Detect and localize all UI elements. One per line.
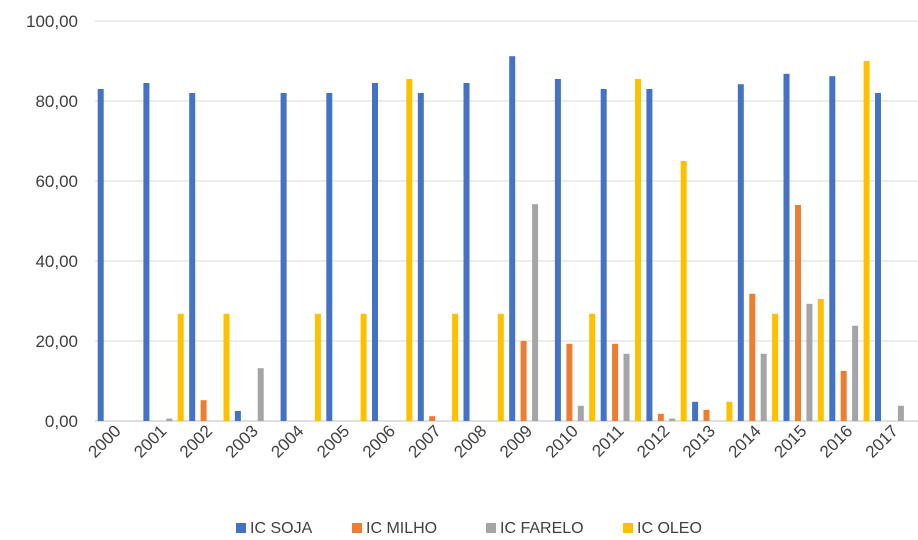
bar-ic-soja-2013: [692, 401, 699, 421]
bar-ic-farelo-2014: [760, 353, 767, 421]
bar-ic-soja-2009: [509, 56, 516, 421]
x-tick-label: 2005: [313, 421, 353, 461]
bar-ic-oleo-2015: [817, 299, 824, 421]
bar-ic-oleo-2005: [360, 313, 367, 421]
bar-ic-soja-2006: [372, 83, 378, 421]
bar-ic-soja-2000: [97, 89, 104, 421]
bar-ic-soja-2014: [737, 84, 744, 421]
x-tick-label: 2008: [450, 421, 490, 461]
bar-ic-milho-2014: [749, 293, 756, 421]
bar-ic-oleo-2010: [589, 313, 596, 421]
bar-ic-oleo-2007: [452, 313, 459, 421]
legend-swatch-ic-farelo: [486, 523, 496, 533]
x-tick-label: 2016: [816, 421, 856, 461]
bar-ic-milho-2010: [566, 343, 573, 421]
bar-ic-soja-2008: [463, 83, 470, 421]
bar-ic-soja-2007: [417, 93, 424, 421]
x-tick-label: 2004: [267, 421, 307, 461]
x-tick-label: 2007: [405, 421, 445, 461]
bar-ic-oleo-2016: [863, 61, 870, 421]
x-tick-label: 2012: [633, 421, 673, 461]
bar-ic-milho-2011: [612, 343, 619, 421]
bar-ic-soja-2004: [280, 93, 287, 421]
bar-ic-oleo-2002: [223, 313, 230, 421]
x-tick-label: 2000: [85, 421, 125, 461]
bar-ic-soja-2012: [646, 89, 653, 421]
bar-ic-soja-2001: [143, 83, 150, 421]
bar-ic-oleo-2012: [680, 161, 687, 421]
bar-ic-farelo-2009: [532, 204, 539, 421]
legend-label: IC FARELO: [500, 520, 584, 537]
bar-ic-oleo-2006: [406, 79, 413, 421]
x-tick-label: 2011: [588, 421, 627, 460]
x-tick-label: 2013: [679, 421, 719, 461]
x-tick-label: 2015: [770, 421, 810, 461]
bar-ic-oleo-2001: [177, 313, 184, 421]
bar-ic-farelo-2017: [897, 405, 904, 421]
legend-label: IC OLEO: [637, 520, 702, 537]
legend-swatch-ic-oleo: [623, 523, 633, 533]
y-tick-label: 100,00: [26, 12, 78, 31]
x-tick-label: 2001: [130, 421, 170, 461]
bar-ic-farelo-2012: [669, 418, 676, 421]
bar-ic-soja-2016: [829, 76, 836, 421]
x-tick-label: 2006: [359, 421, 399, 461]
x-tick-label: 2010: [542, 421, 582, 461]
bar-ic-oleo-2011: [635, 79, 641, 421]
bar-ic-milho-2002: [200, 400, 207, 421]
bar-ic-milho-2012: [657, 413, 664, 421]
x-tick-label: 2009: [496, 421, 536, 461]
gridlines: [95, 20, 918, 422]
bar-ic-farelo-2016: [852, 325, 859, 421]
bar-ic-oleo-2013: [726, 401, 733, 421]
bar-ic-farelo-2015: [806, 303, 813, 421]
x-tick-label: 2014: [725, 421, 765, 461]
y-tick-label: 20,00: [35, 332, 78, 351]
bar-ic-soja-2005: [326, 93, 333, 421]
bar-ic-milho-2015: [795, 205, 801, 421]
x-tick-label: 2002: [176, 421, 216, 461]
x-axis-tick-labels: 2000 2001 2002 2003 2004 2005 2006 2007 2008 2009…: [85, 421, 902, 461]
bar-ic-soja-2011: [600, 89, 607, 421]
legend: IC SOJA IC MILHO IC FARELO IC OLEO: [236, 520, 702, 537]
bar-ic-milho-2007: [429, 416, 436, 421]
bar-ic-oleo-2014: [772, 313, 779, 421]
y-axis-tick-labels: 0,00 20,00 40,00 60,00 80,00 100,00: [26, 12, 78, 431]
bar-ic-farelo-2010: [577, 405, 584, 421]
bar-ic-soja-2010: [554, 79, 561, 421]
legend-swatch-ic-soja: [236, 523, 246, 533]
bar-ic-soja-2017: [875, 93, 881, 421]
legend-swatch-ic-milho: [352, 523, 362, 533]
bar-ic-soja-2015: [783, 73, 790, 422]
x-tick-label: 2003: [222, 421, 262, 461]
bar-ic-milho-2013: [703, 409, 710, 421]
y-tick-label: 40,00: [35, 252, 78, 271]
bar-ic-milho-2009: [520, 341, 527, 421]
bar-ic-oleo-2008: [497, 313, 504, 421]
bar-ic-oleo-2004: [314, 313, 321, 421]
y-tick-label: 60,00: [35, 172, 78, 191]
bar-ic-soja-2003: [234, 411, 241, 421]
x-tick-label: 2017: [862, 421, 902, 461]
bar-ic-farelo-2003: [257, 368, 264, 421]
legend-label: IC SOJA: [250, 520, 313, 537]
y-tick-label: 0,00: [45, 412, 78, 431]
bar-ic-farelo-2001: [166, 418, 173, 421]
bar-ic-milho-2016: [840, 371, 847, 421]
bars: [97, 56, 904, 422]
bar-ic-soja-2002: [189, 93, 196, 421]
y-tick-label: 80,00: [35, 92, 78, 111]
legend-label: IC MILHO: [366, 520, 437, 537]
bar-ic-farelo-2011: [623, 353, 630, 421]
